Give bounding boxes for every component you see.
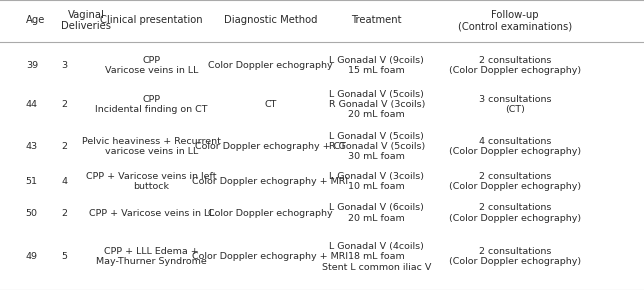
Text: Follow-up
(Control examinations): Follow-up (Control examinations) <box>458 10 573 31</box>
Text: 51: 51 <box>26 177 38 186</box>
Text: Diagnostic Method: Diagnostic Method <box>223 15 317 25</box>
Text: CPP + Varicose veins in LL: CPP + Varicose veins in LL <box>89 209 214 218</box>
Text: CT: CT <box>264 100 277 109</box>
Text: Clinical presentation: Clinical presentation <box>100 15 203 25</box>
Text: L Gonadal V (5coils)
R Gonadal V (3coils)
20 mL foam: L Gonadal V (5coils) R Gonadal V (3coils… <box>328 90 425 119</box>
Text: 5: 5 <box>61 252 67 261</box>
Text: 2: 2 <box>61 100 67 109</box>
Text: CPP + LLL Edema +
May-Thurner Syndrome: CPP + LLL Edema + May-Thurner Syndrome <box>96 247 207 266</box>
Text: 2 consultations
(Color Doppler echography): 2 consultations (Color Doppler echograph… <box>449 56 582 75</box>
Text: 3: 3 <box>61 61 68 70</box>
Text: L Gonadal V (6coils)
20 mL foam: L Gonadal V (6coils) 20 mL foam <box>329 204 424 223</box>
Text: 2 consultations
(Color Doppler echography): 2 consultations (Color Doppler echograph… <box>449 204 582 223</box>
Text: Pelvic heaviness + Recurrent
varicose veins in LL: Pelvic heaviness + Recurrent varicose ve… <box>82 137 221 156</box>
Text: L Gonadal V (3coils)
10 mL foam: L Gonadal V (3coils) 10 mL foam <box>329 172 424 191</box>
Text: Color Doppler echography + MRI: Color Doppler echography + MRI <box>193 177 348 186</box>
Text: 4 consultations
(Color Doppler echography): 4 consultations (Color Doppler echograph… <box>449 137 582 156</box>
Text: L Gonadal V (5coils)
R Gonadal V (5coils)
30 mL foam: L Gonadal V (5coils) R Gonadal V (5coils… <box>328 132 425 161</box>
Text: 2: 2 <box>61 142 67 151</box>
Text: 50: 50 <box>26 209 38 218</box>
Text: Color Doppler echography: Color Doppler echography <box>208 61 333 70</box>
Text: 39: 39 <box>26 61 38 70</box>
Text: 44: 44 <box>26 100 38 109</box>
Text: Vaginal
Deliveries: Vaginal Deliveries <box>61 10 111 31</box>
Text: 3 consultations
(CT): 3 consultations (CT) <box>479 95 551 114</box>
Text: 2: 2 <box>61 209 67 218</box>
Text: Color Doppler echography + MRI: Color Doppler echography + MRI <box>193 252 348 261</box>
Text: CPP
Incidental finding on CT: CPP Incidental finding on CT <box>95 95 207 114</box>
Text: CPP + Varicose veins in left
buttock: CPP + Varicose veins in left buttock <box>86 172 216 191</box>
Text: 4: 4 <box>61 177 67 186</box>
Text: 43: 43 <box>26 142 38 151</box>
Text: 2 consultations
(Color Doppler echography): 2 consultations (Color Doppler echograph… <box>449 172 582 191</box>
Text: 2 consultations
(Color Doppler echography): 2 consultations (Color Doppler echograph… <box>449 247 582 266</box>
Text: 49: 49 <box>26 252 38 261</box>
Text: L Gonadal V (4coils)
18 mL foam
Stent L common iliac V: L Gonadal V (4coils) 18 mL foam Stent L … <box>322 242 431 271</box>
Text: L Gonadal V (9coils)
15 mL foam: L Gonadal V (9coils) 15 mL foam <box>329 56 424 75</box>
Text: CPP
Varicose veins in LL: CPP Varicose veins in LL <box>105 56 198 75</box>
Text: Treatment: Treatment <box>352 15 402 25</box>
Text: Age: Age <box>26 15 45 25</box>
Text: Color Doppler echography: Color Doppler echography <box>208 209 333 218</box>
Text: Color Doppler echography + CT: Color Doppler echography + CT <box>195 142 346 151</box>
